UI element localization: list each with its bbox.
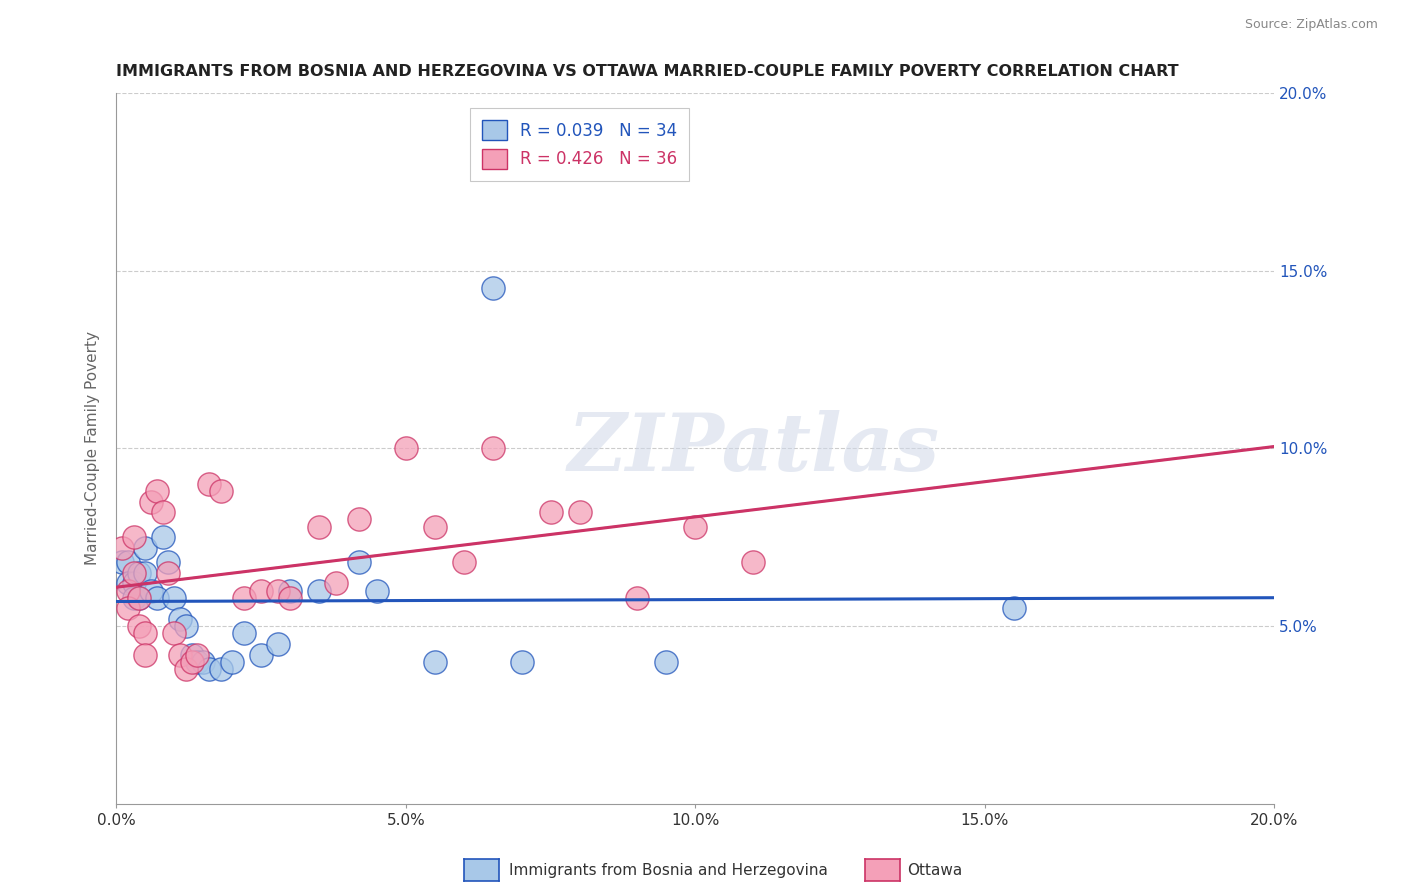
Point (267, 637, 290, 651)
Point (169, 648, 191, 662)
Point (152, 505, 174, 519)
Point (139, 583, 162, 598)
Point (117, 583, 139, 598)
Point (134, 566, 156, 580)
Point (568, 505, 591, 519)
Point (180, 655, 202, 669)
Point (481, 442, 503, 456)
Point (209, 662, 232, 676)
Point (111, 541, 134, 555)
Point (540, 505, 562, 519)
Point (232, 591, 254, 605)
Point (117, 555, 139, 569)
Point (134, 541, 156, 555)
Point (122, 591, 145, 605)
Point (174, 619, 197, 633)
Point (349, 555, 371, 569)
Point (250, 583, 273, 598)
Point (169, 612, 191, 626)
Point (626, 591, 648, 605)
Point (134, 648, 156, 662)
Point (232, 626, 254, 640)
Point (481, 281, 503, 295)
Point (209, 483, 232, 498)
Legend: R = 0.039   N = 34, R = 0.426   N = 36: R = 0.039 N = 34, R = 0.426 N = 36 (470, 108, 689, 180)
Point (308, 583, 330, 598)
Y-axis label: Married-Couple Family Poverty: Married-Couple Family Poverty (86, 331, 100, 566)
Point (278, 583, 301, 598)
Point (198, 476, 221, 491)
Point (122, 566, 145, 580)
Text: IMMIGRANTS FROM BOSNIA AND HERZEGOVINA VS OTTAWA MARRIED-COUPLE FAMILY POVERTY C: IMMIGRANTS FROM BOSNIA AND HERZEGOVINA V… (117, 64, 1178, 79)
Point (128, 591, 150, 605)
Point (685, 519, 707, 533)
Point (139, 494, 162, 508)
Point (117, 576, 139, 591)
Point (122, 576, 145, 591)
Point (453, 555, 475, 569)
Text: Source: ZipAtlas.com: Source: ZipAtlas.com (1244, 18, 1378, 31)
Point (122, 530, 145, 544)
Point (742, 555, 765, 569)
Point (510, 655, 533, 669)
Point (198, 662, 221, 676)
Point (157, 566, 180, 580)
Point (191, 655, 214, 669)
Point (395, 442, 418, 456)
Point (1002, 601, 1025, 615)
Point (278, 591, 301, 605)
Point (128, 619, 150, 633)
Point (163, 626, 186, 640)
Point (128, 591, 150, 605)
Point (423, 655, 446, 669)
Point (111, 555, 134, 569)
Point (366, 583, 388, 598)
Text: ZIPatlas: ZIPatlas (567, 409, 939, 487)
Point (186, 648, 208, 662)
Point (152, 530, 174, 544)
Point (186, 655, 208, 669)
Point (221, 655, 243, 669)
Point (325, 576, 347, 591)
Point (349, 512, 371, 526)
Point (163, 591, 186, 605)
Point (174, 662, 197, 676)
Point (250, 648, 273, 662)
Point (128, 566, 150, 580)
Point (180, 648, 202, 662)
Point (157, 555, 180, 569)
Text: Immigrants from Bosnia and Herzegovina: Immigrants from Bosnia and Herzegovina (509, 863, 828, 878)
Point (655, 655, 678, 669)
Point (423, 519, 446, 533)
Point (267, 583, 290, 598)
Point (308, 519, 330, 533)
Point (146, 591, 169, 605)
Point (134, 626, 156, 640)
Point (146, 483, 169, 498)
Text: Ottawa: Ottawa (907, 863, 962, 878)
Point (117, 601, 139, 615)
